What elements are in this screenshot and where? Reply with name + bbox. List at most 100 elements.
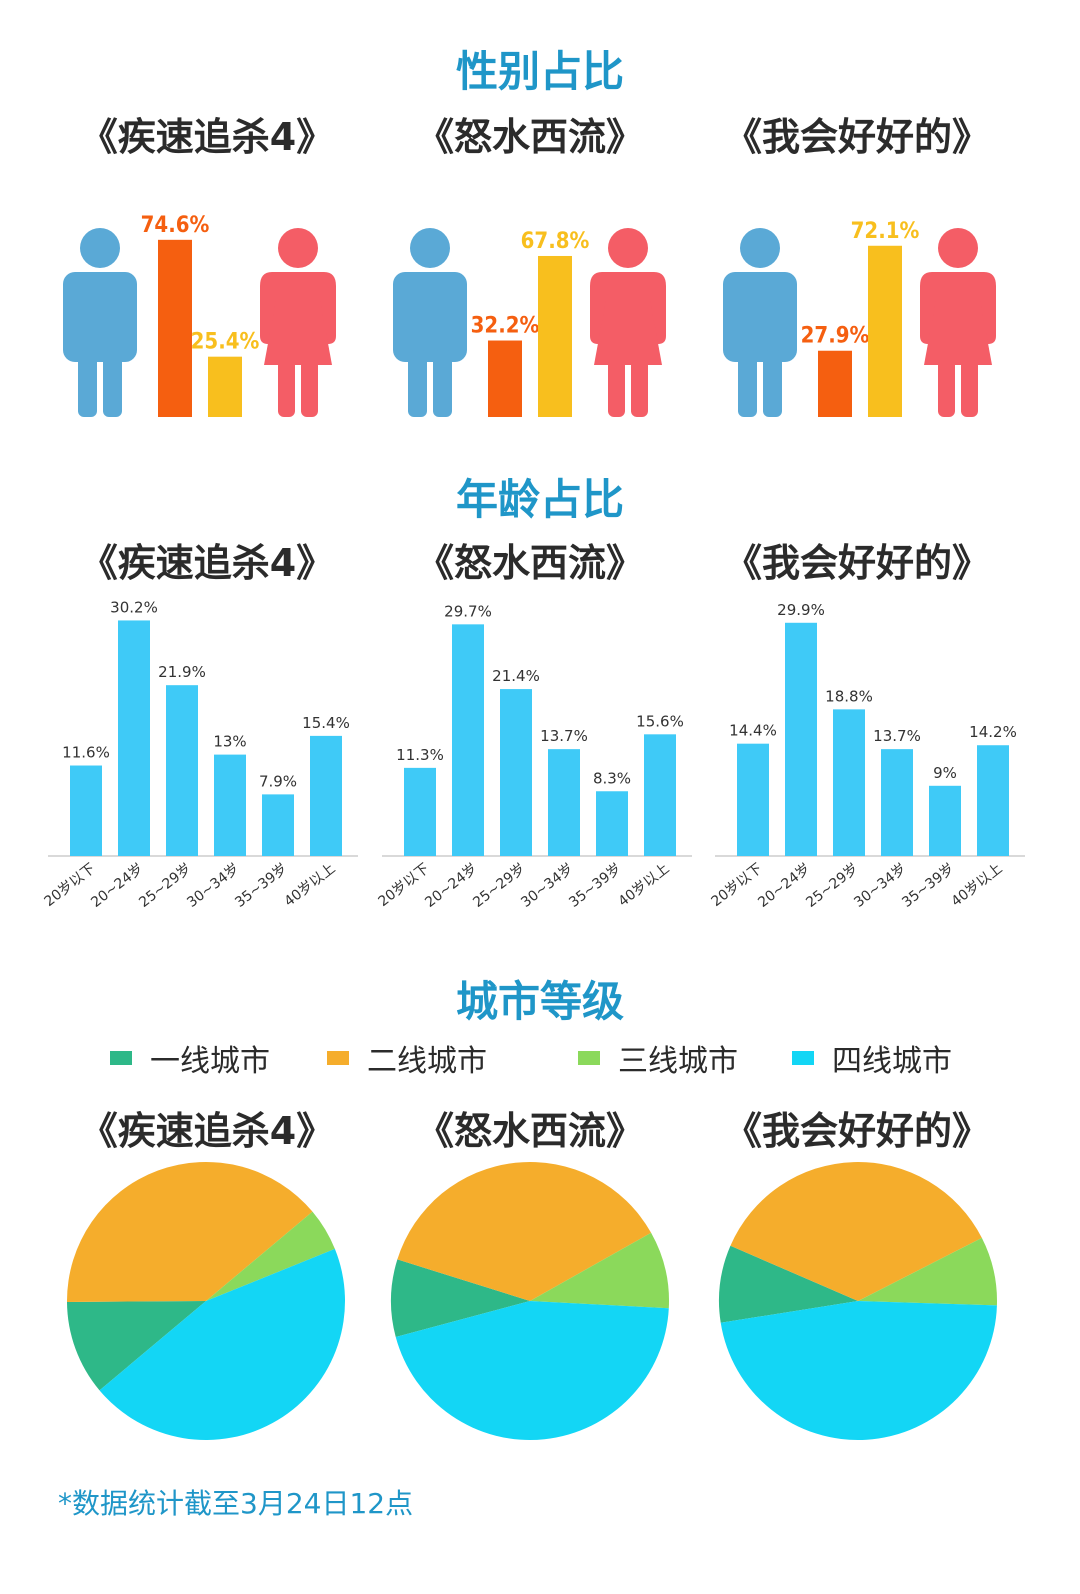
city-pie-1 — [66, 1162, 346, 1440]
age-bar — [118, 620, 150, 856]
legend-swatch-tier2 — [327, 1051, 349, 1065]
gender-section-title: 性别占比 — [455, 47, 624, 96]
pie-slice-二线城市 — [397, 1162, 652, 1301]
pie-slice-三线城市 — [858, 1237, 997, 1306]
age-bar-label: 11.6% — [62, 744, 110, 762]
male-bar-1 — [158, 239, 192, 417]
male-bar-2 — [488, 340, 522, 417]
pie-slice-一线城市 — [67, 1301, 206, 1391]
legend-label-tier3: 三线城市 — [618, 1044, 738, 1079]
age-bar — [262, 794, 294, 856]
age-bar-label: 21.4% — [492, 667, 540, 685]
age-tick-label: 20岁以下 — [41, 861, 98, 910]
age-tick-label: 40岁以上 — [615, 861, 672, 910]
male-person-icon — [723, 228, 797, 417]
age-tick-label: 25~29岁 — [803, 861, 861, 911]
age-bar — [500, 689, 532, 856]
pie-slice-三线城市 — [530, 1232, 669, 1309]
age-bar — [644, 734, 676, 856]
age-bar-label: 13% — [213, 733, 246, 751]
legend-label-tier1: 一线城市 — [150, 1044, 270, 1079]
age-tick-label: 20岁以下 — [708, 861, 765, 910]
age-tick-label: 35~39岁 — [232, 861, 290, 911]
age-bar — [214, 754, 246, 856]
age-bar-label: 9% — [933, 764, 957, 782]
age-bar-label: 8.3% — [593, 769, 631, 787]
female-bar-1 — [208, 356, 242, 417]
gender-group-2: 32.2% 67.8% — [393, 228, 666, 417]
city-pie-3 — [719, 1162, 997, 1440]
pie-slice-一线城市 — [391, 1259, 530, 1337]
age-bar — [881, 749, 913, 856]
legend-item-tier2: 二线城市 — [327, 1038, 487, 1079]
gender-film-title-3: 《我会好好的》 — [723, 115, 990, 159]
age-bar — [785, 622, 817, 856]
city-film-title-2: 《怒水西流》 — [415, 1109, 644, 1153]
age-tick-label: 30~34岁 — [851, 861, 909, 911]
male-bar-label-1: 74.6% — [141, 213, 210, 238]
age-bar-label: 29.9% — [777, 601, 825, 619]
gender-group-3: 27.9% 72.1% — [723, 219, 996, 417]
gender-film-title-2: 《怒水西流》 — [415, 115, 644, 159]
age-bar-label: 11.3% — [396, 746, 444, 764]
age-bar — [452, 624, 484, 856]
age-bar — [404, 767, 436, 856]
legend-item-tier4: 四线城市 — [792, 1038, 952, 1079]
age-film-title-2: 《怒水西流》 — [415, 541, 644, 585]
age-tick-label: 20~24岁 — [755, 861, 813, 911]
age-bar-label: 13.7% — [540, 727, 588, 745]
age-tick-label: 20岁以下 — [375, 861, 432, 910]
age-tick-label: 30~34岁 — [184, 861, 242, 911]
female-bar-label-1: 25.4% — [191, 330, 260, 355]
age-bar-label: 15.6% — [636, 712, 684, 730]
age-bar — [737, 743, 769, 856]
female-bar-label-3: 72.1% — [851, 219, 920, 244]
legend-label-tier2: 二线城市 — [367, 1044, 487, 1079]
age-tick-label: 25~29岁 — [136, 861, 194, 911]
legend-swatch-tier1 — [110, 1051, 132, 1065]
age-bar — [70, 765, 102, 856]
city-legend: 一线城市 二线城市 三线城市 四线城市 — [0, 1038, 1080, 1079]
age-chart-3: 14.4% 20岁以下 29.9% 20~24岁 18.8% 25~29岁 13.7% 30~… — [708, 601, 1025, 911]
age-section-title: 年龄占比 — [455, 475, 624, 524]
legend-swatch-tier4 — [792, 1051, 814, 1065]
age-tick-label: 40岁以上 — [948, 861, 1005, 910]
male-bar-3 — [818, 350, 852, 417]
legend-label-tier4: 四线城市 — [832, 1044, 952, 1079]
age-chart: 11.6% 20岁以下 30.2% 20~24岁 21.9% 25~29岁 13% 30~34… — [41, 598, 1025, 911]
age-bar-label: 13.7% — [873, 727, 921, 745]
female-person-icon — [920, 228, 996, 417]
city-pie-charts — [66, 1162, 997, 1440]
age-tick-label: 35~39岁 — [899, 861, 957, 911]
age-chart-2: 11.3% 20岁以下 29.7% 20~24岁 21.4% 25~29岁 13.7% 30~… — [375, 602, 692, 911]
footnote: *数据统计截至3月24日12点 — [58, 1487, 414, 1520]
pie-slice-四线城市 — [99, 1248, 346, 1440]
pie-slice-二线城市 — [66, 1162, 313, 1302]
city-film-title-1: 《疾速追杀4》 — [79, 1109, 335, 1153]
age-bar-label: 14.2% — [969, 723, 1017, 741]
age-bar-label: 21.9% — [158, 663, 206, 681]
city-film-title-3: 《我会好好的》 — [723, 1109, 990, 1153]
female-bar-label-2: 67.8% — [521, 229, 590, 254]
legend-swatch-tier3 — [578, 1051, 600, 1065]
age-bar-label: 15.4% — [302, 714, 350, 732]
gender-group-1: 74.6% 25.4% — [63, 213, 336, 417]
female-bar-2 — [538, 255, 572, 417]
age-chart-1: 11.6% 20岁以下 30.2% 20~24岁 21.9% 25~29岁 13% 30~34… — [41, 598, 358, 911]
age-tick-label: 30~34岁 — [518, 861, 576, 911]
age-bar-label: 30.2% — [110, 598, 158, 616]
age-bar — [548, 749, 580, 856]
age-bar — [977, 745, 1009, 856]
age-film-title-1: 《疾速追杀4》 — [79, 541, 335, 585]
age-tick-label: 35~39岁 — [566, 861, 624, 911]
male-person-icon — [63, 228, 137, 417]
age-bar — [166, 685, 198, 856]
legend-item-tier1: 一线城市 — [110, 1038, 270, 1079]
gender-chart: 74.6% 25.4% 32.2% 67.8% 27.9% 72.1% — [63, 213, 996, 417]
female-person-icon — [590, 228, 666, 417]
age-bar — [310, 735, 342, 856]
age-bar-label: 29.7% — [444, 602, 492, 620]
pie-slice-三线城市 — [206, 1211, 335, 1301]
age-film-title-3: 《我会好好的》 — [723, 541, 990, 585]
